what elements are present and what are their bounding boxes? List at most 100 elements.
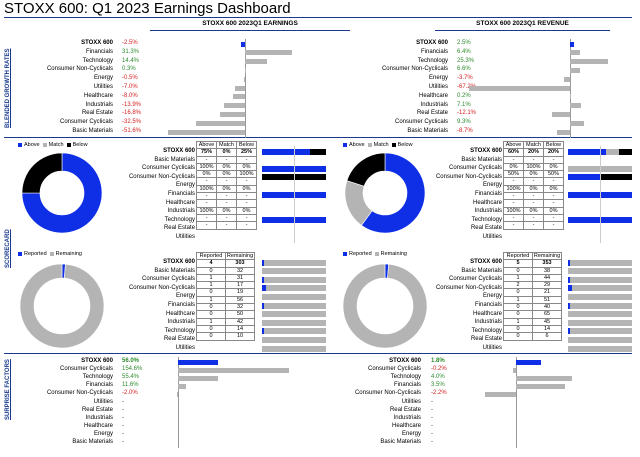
table-cell: 0% — [196, 170, 217, 179]
table-cell: 60% — [503, 148, 524, 157]
column-header: Reported — [196, 251, 226, 261]
table-cell: 0% — [216, 206, 237, 215]
earnings-growth-bar — [233, 94, 245, 100]
earnings-scorecard-row-label: Utilities — [175, 234, 195, 240]
earnings-beat-donut-legend: Above Match Below — [15, 142, 88, 148]
revenue-scorecard-row-label: Real Estate — [470, 225, 502, 232]
column-header: Above — [196, 140, 217, 150]
earnings-scorecard-row-label: STOXX 600 — [163, 148, 195, 154]
table-cell: 45 — [532, 317, 562, 326]
table-cell: 6 — [532, 332, 562, 341]
table-cell: 21 — [532, 288, 562, 297]
table-cell: 100% — [196, 162, 217, 172]
earnings-reported-bar-remaining — [262, 293, 326, 300]
legend-swatch — [367, 142, 372, 147]
revenue-growth-bar — [556, 129, 570, 135]
earnings-growth-bar — [245, 59, 267, 65]
table-cell: - — [216, 213, 237, 223]
earnings-reported-row-label: Financials — [167, 302, 195, 308]
table-cell: 1 — [196, 317, 226, 326]
table-cell: - — [196, 221, 217, 230]
revenue-reported-bar-remaining — [568, 336, 632, 343]
scorecard-section-label: SCORECARD — [5, 229, 11, 268]
revenue-scorecard-bar-b — [600, 174, 632, 181]
earnings-surprise-bar — [178, 375, 218, 381]
earnings-growth-bar — [245, 50, 292, 56]
table-cell: - — [543, 177, 564, 186]
revenue-growth-value-label: 9.3% — [457, 119, 471, 126]
table-cell: 65 — [532, 310, 562, 319]
table-cell: 4 — [196, 259, 226, 268]
table-cell: 0 — [503, 303, 533, 312]
legend-label: Reported — [24, 251, 47, 257]
earnings-growth-title-rule — [150, 30, 350, 31]
table-cell: - — [196, 177, 217, 186]
section-divider-2 — [4, 353, 632, 354]
table-cell: 0% — [523, 184, 544, 194]
table-cell: - — [236, 199, 257, 208]
earnings-reported-bar-remaining — [265, 285, 326, 292]
column-header: Below — [236, 140, 257, 150]
earnings-surprise-bar — [178, 367, 290, 373]
earnings-surprise-value-label: 56.0% — [122, 358, 140, 364]
earnings-scorecard-row-label: Consumer Cyclicals — [141, 165, 195, 172]
revenue-scorecard-bar-m — [606, 148, 620, 155]
revenue-growth-value-label: 6.6% — [457, 66, 471, 73]
legend-swatch — [343, 251, 347, 256]
table-cell: 0% — [236, 206, 257, 215]
earnings-reported-bar-remaining — [262, 336, 326, 343]
table-cell: 0 — [196, 324, 226, 334]
revenue-reported-bar-remaining — [570, 259, 632, 266]
revenue-surprise-category-label: Utilities — [401, 398, 421, 405]
table-cell: - — [196, 213, 217, 223]
page-title: STOXX 600: Q1 2023 Earnings Dashboard — [4, 0, 291, 17]
revenue-reported-row-label: Financials — [474, 302, 502, 308]
revenue-growth-bar — [564, 76, 570, 82]
table-cell: 20% — [523, 148, 544, 157]
revenue-scorecard-bar-b — [619, 148, 632, 155]
table-cell: 1 — [503, 295, 533, 305]
earnings-surprise-value-label: - — [122, 422, 124, 429]
table-cell: 0% — [543, 162, 564, 172]
revenue-reported-bar-remaining — [570, 302, 632, 309]
earnings-growth-category-label: Financials — [85, 48, 113, 55]
revenue-scorecard-table: Above Match Below 60% 20% 20% - - -0% 100% 0% 50% 0%… — [503, 140, 564, 230]
table-cell: 1 — [503, 317, 533, 326]
legend-swatch — [42, 142, 47, 147]
earnings-surprise-value-label: 55.4% — [122, 374, 140, 381]
revenue-reported-table: Reported Remaining 5 353 0 38 1 44 2 29 0 21 1 51 0 40 0… — [503, 251, 562, 341]
revenue-surprise-value-label: 1.8% — [431, 358, 445, 364]
earnings-growth-category-label: Basic Materials — [72, 128, 113, 134]
table-cell: 50% — [543, 170, 564, 179]
earnings-reported-bar-remaining — [262, 268, 326, 275]
table-cell: 38 — [532, 266, 562, 275]
revenue-surprise-category-label: Consumer Non-Cyclicals — [354, 390, 421, 397]
table-cell: - — [543, 199, 564, 208]
revenue-surprise-category-label: Real Estate — [389, 406, 421, 413]
revenue-scorecard-row-label: Healthcare — [472, 199, 502, 206]
column-header: Below — [543, 140, 564, 150]
earnings-scorecard-midline — [294, 146, 295, 243]
revenue-reported-donut-legend: Reported Remaining — [340, 251, 407, 257]
table-cell: 100% — [236, 170, 257, 179]
revenue-growth-bar — [570, 103, 581, 109]
table-cell: - — [216, 221, 237, 230]
earnings-growth-category-label: Consumer Non-Cyclicals — [46, 66, 113, 73]
earnings-surprise-category-label: Industrials — [85, 414, 113, 421]
revenue-reported-bar-remaining — [570, 328, 632, 335]
table-cell: 0 — [196, 332, 226, 341]
revenue-growth-bar — [469, 85, 570, 91]
earnings-surprise-value-label: -2.0% — [122, 390, 138, 397]
table-cell: 100% — [503, 184, 524, 194]
table-cell: 0 — [503, 324, 533, 334]
revenue-scorecard-midline — [600, 146, 601, 243]
earnings-surprise-category-label: Energy — [93, 430, 113, 437]
earnings-scorecard-row-label: Healthcare — [165, 199, 195, 206]
column-header: Match — [523, 140, 544, 150]
earnings-surprise-bar — [176, 391, 178, 397]
table-cell: - — [543, 192, 564, 201]
table-cell: 0% — [523, 206, 544, 215]
revenue-beat-donut-slice-above — [361, 152, 426, 234]
revenue-scorecard-row-label: Consumer Cyclicals — [448, 165, 502, 172]
section-divider-1 — [4, 137, 632, 138]
